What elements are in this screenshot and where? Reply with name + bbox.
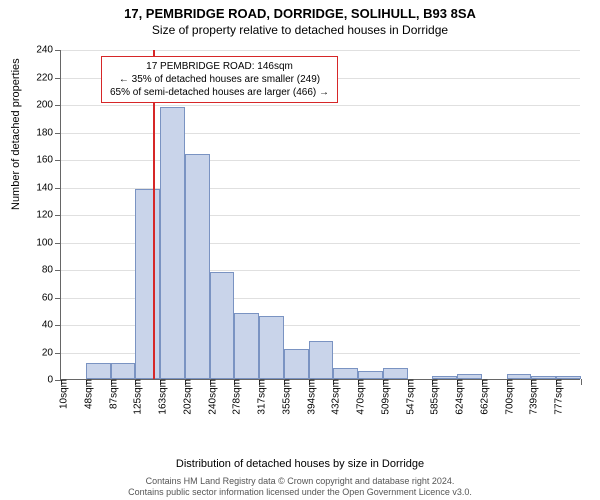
gridline xyxy=(61,160,580,161)
x-tick-label: 777sqm xyxy=(548,379,565,415)
footer-line1: Contains HM Land Registry data © Crown c… xyxy=(0,476,600,487)
x-tick-label: 432sqm xyxy=(325,379,342,415)
histogram-bar xyxy=(185,154,210,380)
y-axis-label: Number of detached properties xyxy=(10,58,22,210)
histogram-bar xyxy=(86,363,111,380)
chart-title: 17, PEMBRIDGE ROAD, DORRIDGE, SOLIHULL, … xyxy=(0,0,600,38)
x-tick xyxy=(581,379,582,385)
plot-region: 02040608010012014016018020022024010sqm48… xyxy=(60,50,580,380)
y-tick-label: 100 xyxy=(36,237,61,248)
y-tick-label: 140 xyxy=(36,182,61,193)
histogram-bar xyxy=(383,368,408,379)
x-axis-label: Distribution of detached houses by size … xyxy=(0,458,600,470)
histogram-bar xyxy=(284,349,309,379)
info-line3: 65% of semi-detached houses are larger (… xyxy=(110,86,329,99)
gridline xyxy=(61,50,580,51)
y-tick-label: 40 xyxy=(42,320,61,331)
footer-line2: Contains public sector information licen… xyxy=(0,487,600,498)
x-tick-label: 739sqm xyxy=(523,379,540,415)
y-tick-label: 240 xyxy=(36,45,61,56)
x-tick-label: 394sqm xyxy=(300,379,317,415)
gridline xyxy=(61,133,580,134)
y-tick-label: 80 xyxy=(42,265,61,276)
x-tick-label: 662sqm xyxy=(473,379,490,415)
x-tick-label: 509sqm xyxy=(374,379,391,415)
x-tick-label: 278sqm xyxy=(226,379,243,415)
gridline xyxy=(61,105,580,106)
x-tick-label: 48sqm xyxy=(77,379,94,409)
histogram-bar xyxy=(309,341,334,380)
title-line1: 17, PEMBRIDGE ROAD, DORRIDGE, SOLIHULL, … xyxy=(0,6,600,23)
x-tick-label: 163sqm xyxy=(152,379,169,415)
y-tick-label: 120 xyxy=(36,210,61,221)
x-tick-label: 624sqm xyxy=(449,379,466,415)
x-tick-label: 470sqm xyxy=(350,379,367,415)
x-tick-label: 700sqm xyxy=(498,379,515,415)
x-tick-label: 87sqm xyxy=(102,379,119,409)
footer-attribution: Contains HM Land Registry data © Crown c… xyxy=(0,476,600,498)
histogram-bar xyxy=(259,316,284,379)
histogram-bar xyxy=(111,363,136,380)
histogram-bar xyxy=(234,313,259,379)
histogram-bar xyxy=(358,371,383,379)
x-tick-label: 355sqm xyxy=(275,379,292,415)
y-tick-label: 200 xyxy=(36,100,61,111)
histogram-bar xyxy=(333,368,358,379)
y-tick-label: 20 xyxy=(42,347,61,358)
x-tick-label: 125sqm xyxy=(127,379,144,415)
info-box: 17 PEMBRIDGE ROAD: 146sqm ← 35% of detac… xyxy=(101,56,338,103)
y-tick-label: 60 xyxy=(42,292,61,303)
x-tick-label: 317sqm xyxy=(251,379,268,415)
x-tick-label: 585sqm xyxy=(424,379,441,415)
chart-area: 02040608010012014016018020022024010sqm48… xyxy=(60,50,580,410)
histogram-bar xyxy=(135,189,160,379)
x-tick-label: 10sqm xyxy=(53,379,70,409)
y-tick-label: 160 xyxy=(36,155,61,166)
histogram-bar xyxy=(160,107,185,379)
y-tick-label: 180 xyxy=(36,127,61,138)
x-tick-label: 240sqm xyxy=(201,379,218,415)
title-line2: Size of property relative to detached ho… xyxy=(0,23,600,39)
histogram-bar xyxy=(210,272,235,379)
info-line2: ← 35% of detached houses are smaller (24… xyxy=(110,73,329,86)
x-tick-label: 547sqm xyxy=(399,379,416,415)
y-tick-label: 220 xyxy=(36,72,61,83)
x-tick-label: 202sqm xyxy=(176,379,193,415)
info-line1: 17 PEMBRIDGE ROAD: 146sqm xyxy=(110,60,329,73)
